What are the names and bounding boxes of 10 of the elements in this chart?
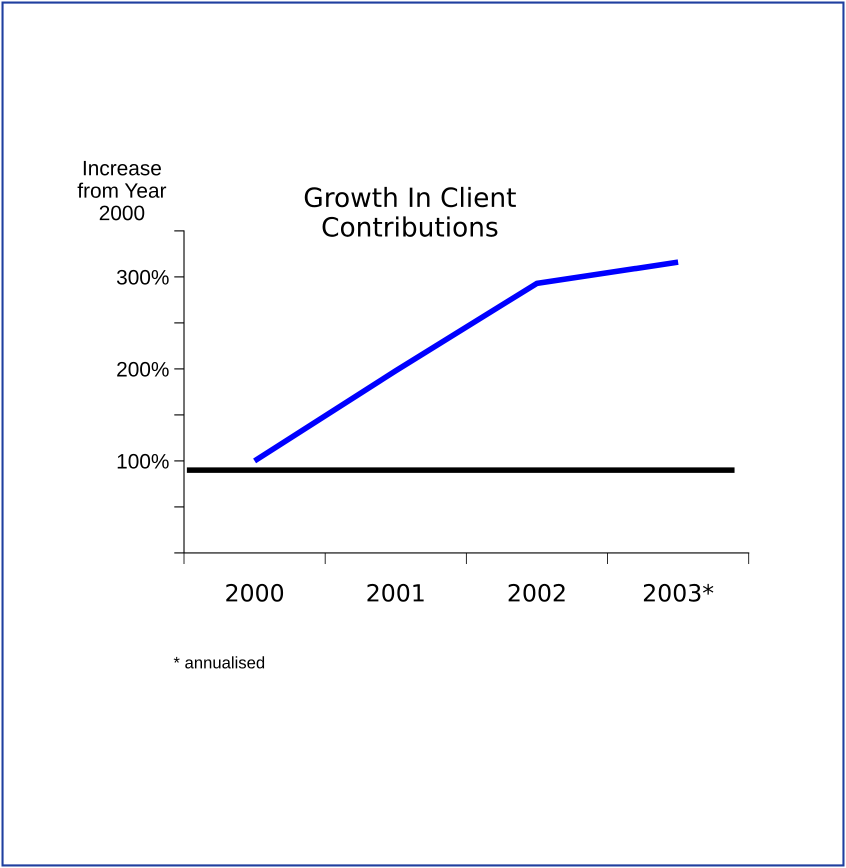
chart-title: Growth In Client Contributions — [304, 186, 516, 237]
x-tick-label: 2001 — [367, 584, 424, 602]
x-tick-label: 2003* — [644, 584, 714, 602]
text: * annualised — [174, 656, 264, 669]
x-tick-label: 2002 — [508, 584, 565, 602]
y-tick-label: 200% — [117, 362, 169, 377]
y-axis-title: Increase from Year 2000 — [78, 160, 166, 220]
y-tick-label: 300% — [116, 270, 169, 285]
x-tick-label: 2000 — [226, 584, 284, 602]
y-tick-label: 100% — [118, 454, 169, 469]
